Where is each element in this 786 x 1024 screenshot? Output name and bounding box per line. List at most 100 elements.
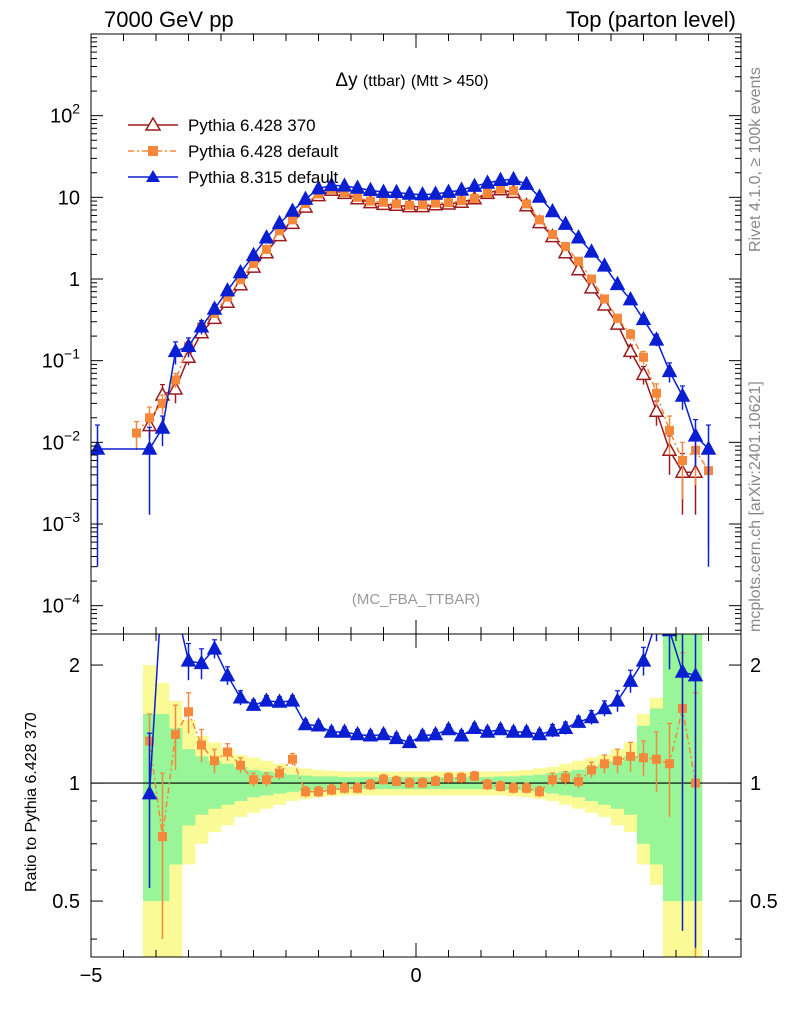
main-point-p6-default — [340, 188, 349, 198]
ratio-point-p8-default — [271, 693, 288, 708]
legend-marker-p6-370 — [144, 116, 162, 131]
chart-title-cut: (Mtt > 450) — [411, 73, 489, 90]
main-point-p6-default — [158, 398, 167, 408]
main-y-tick-label: 10−2 — [42, 427, 80, 454]
main-point-p6-default — [678, 455, 687, 465]
main-point-p6-default — [392, 199, 401, 209]
ratio-point-p8-default — [362, 727, 379, 742]
analysis-watermark: (MC_FBA_TTBAR) — [352, 591, 480, 608]
ratio-point-p8-default — [323, 723, 340, 738]
ratio-point-p6-default — [197, 740, 206, 750]
main-y-tick-base: 10 — [58, 187, 80, 209]
ratio-point-p8-default — [156, 573, 169, 585]
ratio-point-p6-default — [483, 780, 492, 790]
ratio-point-p8-default — [336, 723, 353, 738]
header-process: Top (parton level) — [566, 7, 736, 32]
main-point-p8-default — [414, 186, 431, 201]
legend-marker-p8-default — [146, 170, 160, 182]
ratio-point-p6-default — [236, 760, 245, 770]
ratio-point-p8-default — [544, 722, 561, 737]
ratio-point-p6-default — [457, 773, 466, 783]
ratio-point-p6-default — [288, 754, 297, 764]
main-point-p8-default — [557, 215, 574, 230]
ratio-point-p8-default — [466, 719, 483, 734]
main-point-p6-default — [353, 192, 362, 202]
ratio-band-green — [598, 763, 612, 805]
main-point-p6-370 — [583, 279, 600, 294]
ratio-point-p8-default — [284, 692, 301, 707]
main-point-p6-default — [483, 188, 492, 198]
main-y-tick-label: 1 — [69, 269, 80, 291]
ratio-point-p6-default — [379, 775, 388, 785]
ratio-point-p6-default — [548, 775, 557, 785]
ratio-point-p6-default — [470, 771, 479, 781]
main-point-p6-default — [470, 193, 479, 203]
main-point-p8-default — [544, 202, 561, 218]
main-point-p6-default — [275, 226, 284, 236]
ratio-point-p6-default — [561, 773, 570, 783]
main-y-tick-label: 10 — [58, 187, 80, 209]
ratio-point-p6-default — [392, 776, 401, 786]
main-point-p6-default — [509, 186, 518, 196]
main-point-p8-default — [622, 290, 639, 306]
ratio-point-p8-default — [375, 725, 392, 741]
main-point-p6-default — [535, 215, 544, 225]
ratio-band-green — [611, 760, 625, 809]
ratio-point-p6-default — [405, 778, 414, 788]
main-point-p8-default — [375, 183, 392, 198]
main-point-p8-default — [91, 440, 106, 455]
ratio-y-tick-label-right: 0.5 — [750, 891, 778, 913]
legend-label-p6-370: Pythia 6.428 370 — [188, 116, 316, 135]
ratio-y-tick-label-left: 1 — [69, 773, 80, 795]
ratio-point-p8-default — [492, 720, 509, 736]
ratio-point-p8-default — [169, 598, 182, 610]
ratio-y-tick-label-left: 0.5 — [52, 891, 80, 913]
main-point-p8-default — [466, 177, 483, 192]
legend-entry-p8-default: Pythia 8.315 default — [128, 168, 339, 187]
main-point-p8-default — [492, 171, 509, 186]
ratio-point-p8-default — [401, 733, 418, 749]
main-point-p6-default — [379, 197, 388, 207]
ratio-point-p6-default — [340, 783, 349, 793]
main-point-p8-default — [362, 181, 379, 197]
ratio-point-p6-default — [587, 765, 596, 775]
ratio-point-p6-default — [275, 768, 284, 778]
main-point-p6-default — [171, 375, 180, 385]
ratio-point-p8-default — [453, 727, 470, 742]
ratio-point-p8-default — [505, 723, 522, 738]
ratio-point-p8-default — [206, 640, 223, 655]
main-point-p6-370 — [622, 342, 639, 358]
main-point-p8-default — [609, 275, 626, 291]
legend-label-p8-default: Pythia 8.315 default — [188, 168, 339, 187]
ratio-point-p6-default — [223, 747, 232, 757]
ratio-band-green — [221, 763, 235, 805]
ratio-point-p8-default — [570, 713, 587, 728]
main-point-p8-default — [583, 243, 600, 258]
ratio-point-p6-default — [652, 754, 661, 764]
ratio-point-p8-default — [440, 720, 457, 736]
legend-entry-p6-370: Pythia 6.428 370 — [128, 116, 316, 135]
main-point-p6-default — [457, 196, 466, 206]
ratio-point-p6-default — [249, 775, 258, 785]
ratio-point-p8-default — [609, 692, 626, 707]
main-point-p6-default — [366, 196, 375, 206]
main-point-p8-default — [154, 419, 171, 434]
ratio-point-p8-default — [349, 725, 366, 741]
ratio-series-p8-default — [141, 573, 704, 948]
ratio-point-p8-default — [635, 652, 652, 667]
ratio-point-p6-default — [639, 753, 648, 763]
ratio-band-green — [195, 756, 209, 815]
main-point-p6-370 — [648, 402, 665, 418]
ratio-band-green — [208, 760, 222, 809]
ratio-point-p8-default — [687, 667, 704, 682]
main-point-p8-default — [505, 170, 522, 186]
ratio-point-p6-default — [210, 756, 219, 766]
ratio-point-p8-default — [219, 667, 236, 682]
main-point-p8-default — [219, 282, 236, 297]
main-point-p8-default — [336, 177, 353, 192]
main-series-p6-370 — [141, 181, 704, 515]
ratio-point-p8-default — [258, 692, 275, 707]
main-y-tick-base: 10 — [42, 351, 64, 373]
main-line-p6-370 — [148, 188, 696, 474]
main-point-p6-default — [431, 198, 440, 208]
